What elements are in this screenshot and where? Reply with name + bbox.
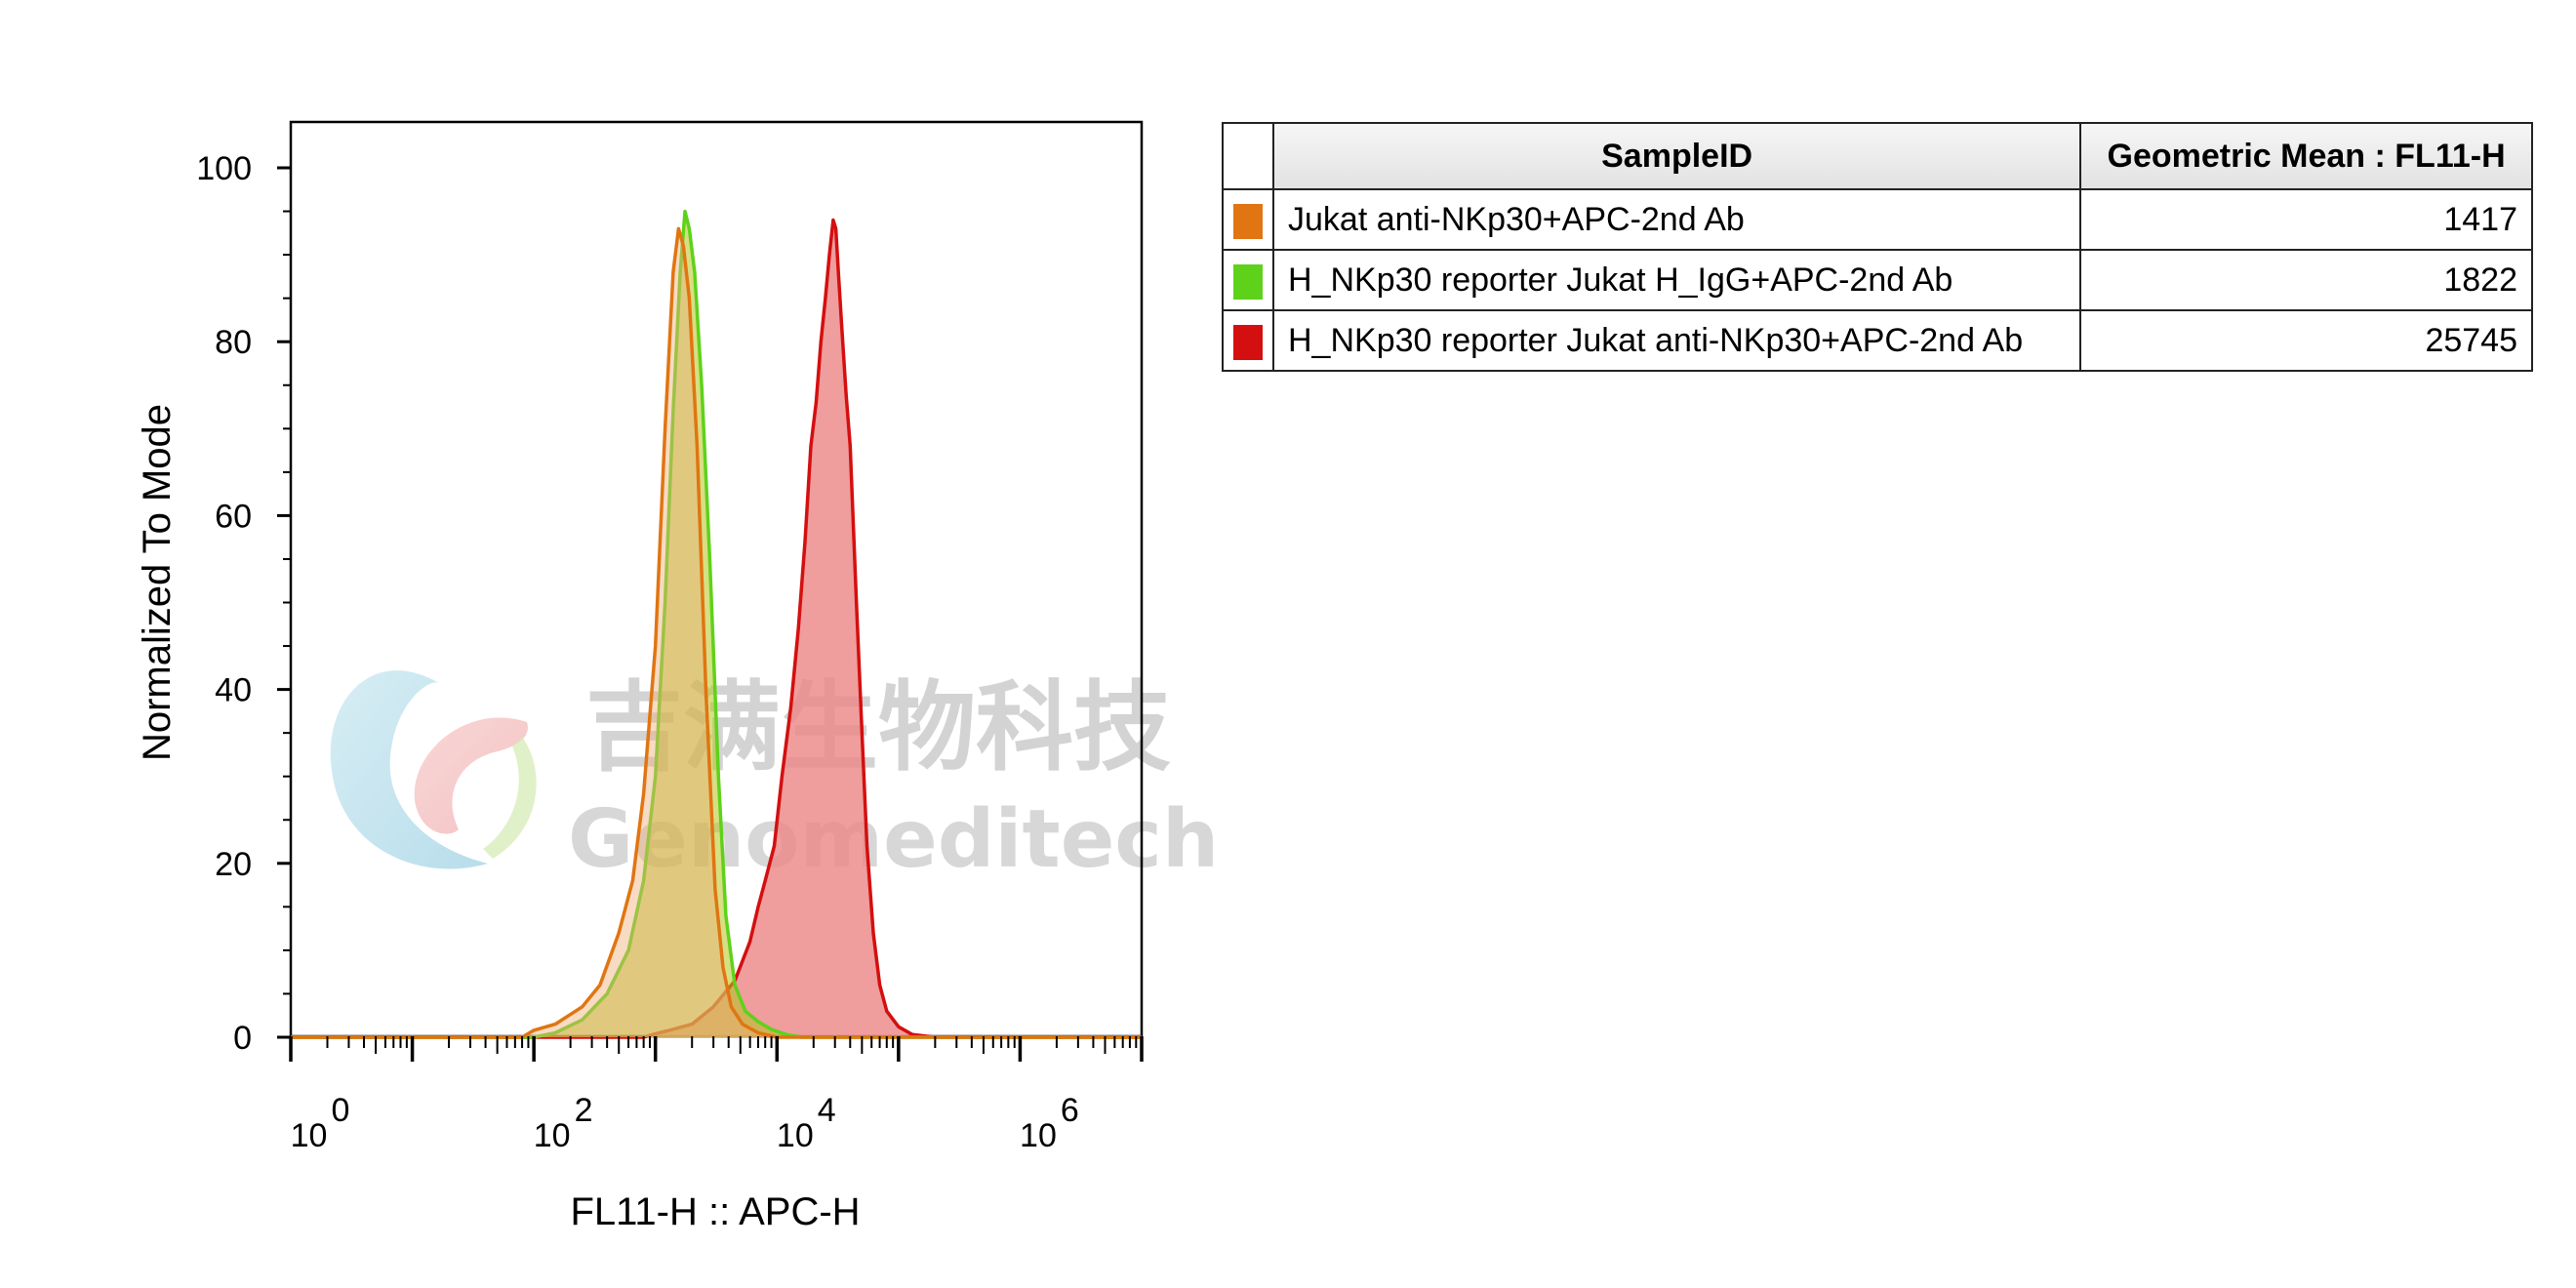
y-tick-label: 60 [215, 498, 252, 535]
x-tick-base: 10 [291, 1117, 328, 1154]
x-tick-exponent: 2 [575, 1092, 593, 1129]
watermark-swirl-green [483, 737, 537, 859]
table-row: H_NKp30 reporter Jukat anti-NKp30+APC-2n… [1222, 309, 2533, 372]
table-swatch-cell [1222, 309, 1274, 372]
sample-color-swatch [1233, 203, 1263, 239]
table-header-geometric-mean: Geometric Mean : FL11-H [2079, 122, 2533, 190]
table-cell-sample: Jukat anti-NKp30+APC-2nd Ab [1271, 188, 2082, 251]
x-tick-label: 106 [1020, 1092, 1079, 1154]
sample-color-swatch [1233, 324, 1263, 360]
series-area-1 [291, 211, 1142, 1038]
y-tick-label: 0 [233, 1020, 252, 1057]
series-line-2 [291, 226, 1142, 1039]
table-cell-value: 1417 [2079, 188, 2533, 251]
table-cell-value: 25745 [2079, 309, 2533, 372]
x-tick-exponent: 6 [1061, 1092, 1079, 1129]
table-row: H_NKp30 reporter Jukat H_IgG+APC-2nd Ab … [1222, 249, 2533, 311]
series-layer [291, 209, 1142, 1039]
table-row: Jukat anti-NKp30+APC-2nd Ab 1417 [1222, 188, 2533, 251]
table-swatch-cell [1222, 249, 1274, 311]
x-tick-label: 104 [777, 1092, 836, 1154]
y-axis-title: Normalized To Mode [136, 404, 179, 761]
table-header-swatch-cell [1222, 122, 1274, 190]
y-tick-label: 80 [215, 324, 252, 361]
x-tick-exponent: 4 [818, 1092, 836, 1129]
watermark-swirl-pink [414, 717, 528, 834]
x-tick-label: 100 [291, 1092, 350, 1154]
x-tick-base: 10 [534, 1117, 571, 1154]
x-tick-exponent: 0 [331, 1092, 349, 1129]
x-tick-base: 10 [1020, 1117, 1057, 1154]
table-cell-sample: H_NKp30 reporter Jukat anti-NKp30+APC-2n… [1271, 309, 2082, 372]
statistics-table: SampleID Geometric Mean : FL11-H Jukat a… [1222, 122, 2533, 372]
watermark-swirl-blue [330, 670, 488, 869]
table-cell-sample: H_NKp30 reporter Jukat H_IgG+APC-2nd Ab [1271, 249, 2082, 311]
table-cell-value: 1822 [2079, 249, 2533, 311]
table-swatch-cell [1222, 188, 1274, 251]
table-header-sampleid: SampleID [1271, 122, 2082, 190]
x-tick-base: 10 [777, 1117, 814, 1154]
series-line-1 [291, 209, 1142, 1039]
y-tick-label: 20 [215, 846, 252, 883]
table-header-row: SampleID Geometric Mean : FL11-H [1222, 122, 2533, 190]
x-axis-title: FL11-H :: APC-H [570, 1190, 860, 1233]
y-tick-label: 100 [196, 150, 252, 187]
y-tick-label: 40 [215, 672, 252, 709]
x-tick-label: 102 [534, 1092, 593, 1154]
sample-color-swatch [1233, 263, 1263, 300]
